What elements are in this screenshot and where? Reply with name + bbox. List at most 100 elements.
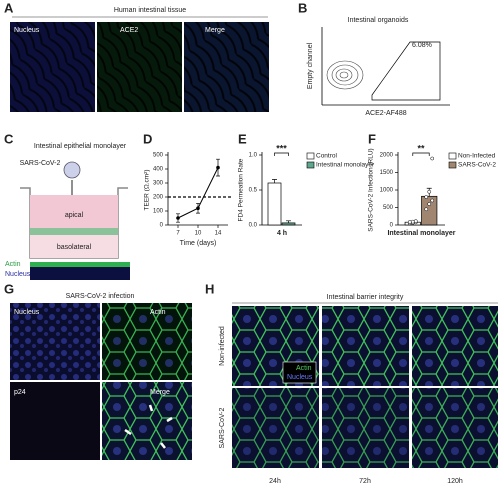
row-label: Non-infected — [219, 326, 226, 366]
medium — [30, 235, 118, 258]
data-point — [430, 156, 435, 161]
gate — [371, 41, 441, 101]
legend-label: Control — [316, 153, 338, 160]
panel-title: Intestinal epithelial monolayer — [34, 143, 127, 150]
stain-label: Actin — [5, 261, 21, 268]
axis-label: Empty channel — [307, 42, 314, 89]
compartment-label: apical — [65, 212, 84, 219]
image-label: p24 — [14, 389, 26, 396]
axis-label: SARS-CoV-2 Infection (RLU) — [368, 148, 375, 231]
micrograph — [10, 303, 100, 380]
contour — [326, 60, 364, 90]
micrograph — [102, 382, 192, 460]
data-point — [427, 202, 432, 206]
monolayer — [30, 228, 118, 235]
panel-label: B — [298, 0, 307, 15]
image-label: Nucleus — [14, 27, 40, 34]
image-label: Actin — [150, 309, 166, 316]
data-point — [430, 198, 435, 203]
legend-swatch — [448, 152, 457, 160]
data-point — [424, 207, 429, 212]
image-label: Nucleus — [14, 309, 40, 316]
compartment-label: basolateral — [57, 244, 92, 251]
y-tick-label: 2000 — [380, 153, 394, 159]
data-point — [410, 219, 415, 224]
significance-bracket — [274, 152, 289, 156]
x-tick-label: Intestinal monolayer — [387, 230, 455, 237]
micrograph — [184, 22, 269, 112]
panel-label: D — [143, 131, 152, 146]
data-point — [427, 189, 432, 194]
virus-label: SARS-CoV-2 — [20, 160, 61, 167]
image-grid: Actin Nucleus — [232, 306, 498, 468]
point — [176, 216, 180, 220]
panel-label: C — [4, 131, 14, 146]
panel-label: H — [205, 281, 214, 296]
legend-label: Actin — [296, 365, 312, 372]
image-label: Merge — [205, 27, 225, 34]
column-label: 24h — [269, 478, 281, 485]
error-bar — [272, 179, 277, 183]
y-tick-label: 1.0 — [249, 153, 258, 159]
y-tick-label: 0 — [160, 223, 164, 229]
virus-icon — [63, 161, 81, 179]
x-tick-label: 4 h — [277, 230, 287, 237]
micrograph — [97, 22, 182, 112]
legend-label: Intestinal monolayer — [316, 162, 375, 169]
bar — [267, 182, 282, 226]
data-point — [413, 219, 418, 223]
legend-label: SARS-CoV-2 — [458, 162, 496, 169]
legend-label: Non-Infected — [458, 153, 496, 160]
micrograph — [10, 22, 95, 112]
column-label: 120h — [447, 478, 463, 485]
y-tick-label: 1000 — [380, 188, 394, 194]
row-label: SARS-CoV-2 — [219, 407, 226, 448]
x-tick-label: 7 — [176, 231, 180, 237]
y-tick-label: 400 — [153, 167, 164, 173]
image-label: Merge — [150, 389, 170, 396]
y-tick-label: 200 — [153, 195, 164, 201]
y-tick-label: 1500 — [380, 170, 394, 176]
micrograph — [412, 388, 498, 468]
y-tick-label: 0.5 — [249, 188, 258, 194]
bar — [281, 222, 296, 226]
legend-swatch — [306, 161, 315, 169]
micrograph — [322, 306, 409, 386]
x-tick-label: 14 — [215, 231, 222, 237]
image-row: Nucleus ACE2 Merge — [10, 22, 269, 112]
arrowhead — [124, 404, 173, 449]
panel-title: Human intestinal tissue — [114, 7, 186, 14]
legend-swatch — [448, 161, 457, 169]
data-point — [407, 220, 412, 224]
stain-label: Nucleus — [5, 271, 31, 278]
axis-label: FD4 Permeation Rate — [238, 158, 245, 221]
micrograph — [412, 306, 498, 386]
data-point — [424, 195, 429, 199]
legend-swatch — [306, 152, 315, 160]
panel-title: Intestinal organoids — [348, 17, 409, 24]
panel-title: SARS-CoV-2 infection — [66, 293, 135, 300]
gate-label: 6.08% — [412, 42, 432, 49]
legend-label: Nucleus — [287, 374, 313, 381]
point — [216, 165, 220, 170]
micrograph — [102, 303, 192, 380]
significance: ** — [417, 143, 425, 153]
y-tick-label: 100 — [153, 209, 164, 215]
panel-label: F — [368, 131, 376, 146]
micrograph — [30, 262, 130, 267]
image-grid: Nucleus Actin p24 Merge — [10, 303, 192, 460]
y-tick-label: 0 — [390, 223, 394, 229]
axis-label: ACE2-AF488 — [365, 110, 406, 117]
column-label: 72h — [359, 478, 371, 485]
axis-label: TEER (Ω.cm²) — [144, 170, 151, 211]
y-tick-label: 300 — [153, 181, 164, 187]
axis-label: Time (days) — [180, 240, 217, 247]
y-tick-label: 0.0 — [249, 223, 258, 229]
panel-title: Intestinal barrier integrity — [327, 294, 404, 301]
image-label: ACE2 — [120, 27, 138, 34]
panel-label: G — [4, 281, 14, 296]
micrograph — [10, 382, 100, 460]
micrograph — [232, 388, 319, 468]
panel-label: E — [238, 131, 247, 146]
